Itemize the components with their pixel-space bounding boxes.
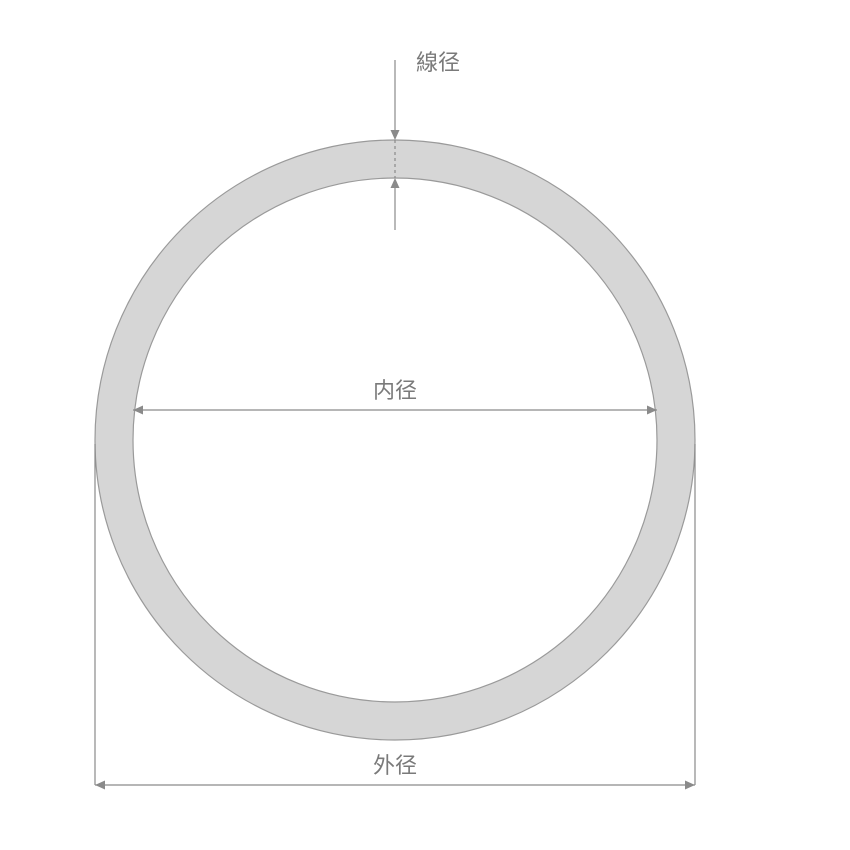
inner-diameter-dimension: 内径	[133, 378, 657, 415]
ring-dimension-diagram: 内径外径 線径	[0, 0, 850, 850]
wire-diameter-label: 線径	[416, 50, 460, 75]
inner-diameter-label: 内径	[373, 378, 417, 403]
outer-diameter-label: 外径	[373, 753, 417, 778]
